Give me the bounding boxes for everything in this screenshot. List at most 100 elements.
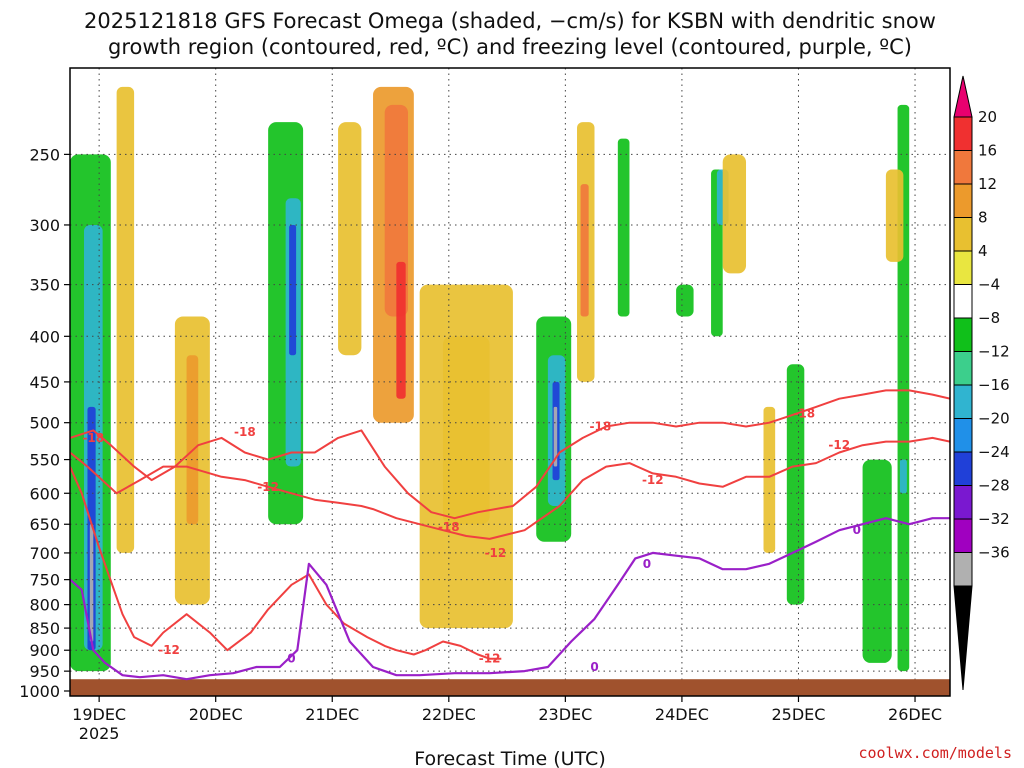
- y-tick-label: 650: [29, 515, 60, 534]
- x-axis-title: Forecast Time (UTC): [414, 748, 605, 768]
- x-year-label: 2025: [79, 724, 120, 743]
- ground-terrain: [70, 679, 950, 696]
- colorbar-swatch: [953, 217, 973, 252]
- y-tick-label: 250: [29, 145, 60, 164]
- red-contour-label: -12: [479, 652, 501, 666]
- y-tick-label: 1000: [19, 682, 60, 701]
- red-contour-label: -18: [589, 420, 611, 434]
- colorbar-swatch: [953, 518, 973, 553]
- x-tick-label: 19DEC: [72, 705, 126, 724]
- red-contour-label: -12: [158, 643, 180, 657]
- red-contour-label: -18: [234, 425, 256, 439]
- y-tick-label: 550: [29, 451, 60, 470]
- x-tick-label: 26DEC: [888, 705, 942, 724]
- colorbar-bottom-arrow: [953, 585, 973, 691]
- colorbar-label: −12: [978, 343, 1010, 361]
- red-contour-label: -12: [485, 546, 507, 560]
- omega-cell: [289, 224, 297, 356]
- colorbar-swatch: [953, 150, 973, 185]
- colorbar-label: 8: [978, 209, 988, 227]
- omega-cell: [580, 184, 589, 317]
- red-contour-label: -18: [82, 431, 104, 445]
- colorbar-label: 20: [978, 108, 997, 126]
- purple-contour-label: 0: [643, 557, 651, 571]
- x-tick-label: 21DEC: [305, 705, 359, 724]
- omega-cell: [186, 355, 199, 525]
- x-tick-label: 22DEC: [422, 705, 476, 724]
- colorbar-label: 12: [978, 175, 997, 193]
- red-contour-label: -12: [828, 438, 850, 452]
- omega-cell: [338, 122, 362, 356]
- y-tick-label: 900: [29, 641, 60, 660]
- colorbar-swatch: [953, 552, 973, 587]
- y-axis: 250 300 350 400 450 500 550 600 650 700 750 800 850 9…: [19, 145, 70, 701]
- purple-contour-label: 0: [287, 652, 295, 666]
- red-contour-label: -12: [642, 473, 664, 487]
- y-tick-label: 350: [29, 276, 60, 295]
- y-tick-label: 700: [29, 544, 60, 563]
- source-credit: coolwx.com/models: [858, 744, 1012, 762]
- x-tick-label: 23DEC: [538, 705, 592, 724]
- dgz_minus12_lower-contour: [70, 466, 502, 660]
- colorbar: 20 16 12 8 4 −4 −8 −12 −16 −20 −24 −28 −32 −36: [953, 75, 1010, 691]
- x-tick-label: 25DEC: [771, 705, 825, 724]
- omega-shading-layer: [70, 86, 910, 672]
- colorbar-swatch: [953, 183, 973, 218]
- omega-cell: [786, 364, 805, 605]
- colorbar-top-arrow: [953, 75, 973, 118]
- colorbar-label: −20: [978, 410, 1010, 428]
- colorbar-label: −24: [978, 443, 1010, 461]
- contour-layer: [70, 389, 950, 681]
- colorbar-label: −36: [978, 544, 1010, 562]
- colorbar-label: −16: [978, 376, 1010, 394]
- colorbar-label: −28: [978, 477, 1010, 495]
- colorbar-label: −32: [978, 510, 1010, 528]
- purple-contour-label: 0: [590, 660, 598, 674]
- omega-cell: [442, 336, 490, 525]
- colorbar-swatch: [953, 284, 973, 319]
- y-tick-label: 450: [29, 373, 60, 392]
- red-contour-label: -12: [257, 480, 279, 494]
- ground-layer: [70, 679, 950, 696]
- red-contour-label: -18: [793, 406, 815, 420]
- colorbar-label: −4: [978, 276, 1000, 294]
- y-tick-label: 400: [29, 327, 60, 346]
- omega-cell: [862, 459, 892, 663]
- red-contour-label: -18: [438, 520, 460, 534]
- omega-cell: [885, 169, 904, 262]
- freezing_level_0C-contour: [70, 517, 950, 681]
- x-tick-label: 24DEC: [655, 705, 709, 724]
- colorbar-swatch: [953, 384, 973, 419]
- contour-label-layer: -18 -18 -12 -12 -18 -12 -12 -18 -12 -18 -12 0 0 0 0: [82, 406, 860, 674]
- y-tick-label: 300: [29, 216, 60, 235]
- colorbar-swatch: [953, 451, 973, 486]
- colorbar-swatch: [953, 418, 973, 453]
- omega-cell: [116, 86, 135, 553]
- omega-cell: [617, 138, 630, 317]
- omega-cell: [89, 524, 94, 642]
- omega-cell: [553, 406, 558, 467]
- omega-cell: [722, 154, 747, 274]
- colorbar-swatch: [953, 485, 973, 520]
- colorbar-swatch: [953, 250, 973, 285]
- chart-title-line-1: 2025121818 GFS Forecast Omega (shaded, −…: [84, 9, 936, 33]
- colorbar-label: −8: [978, 309, 1000, 327]
- y-tick-label: 950: [29, 662, 60, 681]
- y-tick-label: 500: [29, 414, 60, 433]
- omega-cell: [899, 459, 907, 494]
- y-tick-label: 800: [29, 596, 60, 615]
- chart-title-line-2: growth region (contoured, red, ºC) and f…: [108, 35, 912, 59]
- y-tick-label: 850: [29, 619, 60, 638]
- colorbar-label: 4: [978, 242, 988, 260]
- omega-cell: [396, 261, 406, 399]
- colorbar-swatch: [953, 351, 973, 386]
- omega-cell: [676, 284, 694, 317]
- x-axis: 19DEC 20DEC 21DEC 22DEC 23DEC 24DEC 25DEC 26DEC…: [72, 696, 942, 743]
- dgz_minus12_upper-contour: [70, 436, 950, 540]
- y-tick-label: 600: [29, 484, 60, 503]
- colorbar-swatch: [953, 317, 973, 352]
- x-tick-label: 20DEC: [189, 705, 243, 724]
- y-tick-label: 750: [29, 571, 60, 590]
- dgz_minus18-contour: [70, 389, 950, 520]
